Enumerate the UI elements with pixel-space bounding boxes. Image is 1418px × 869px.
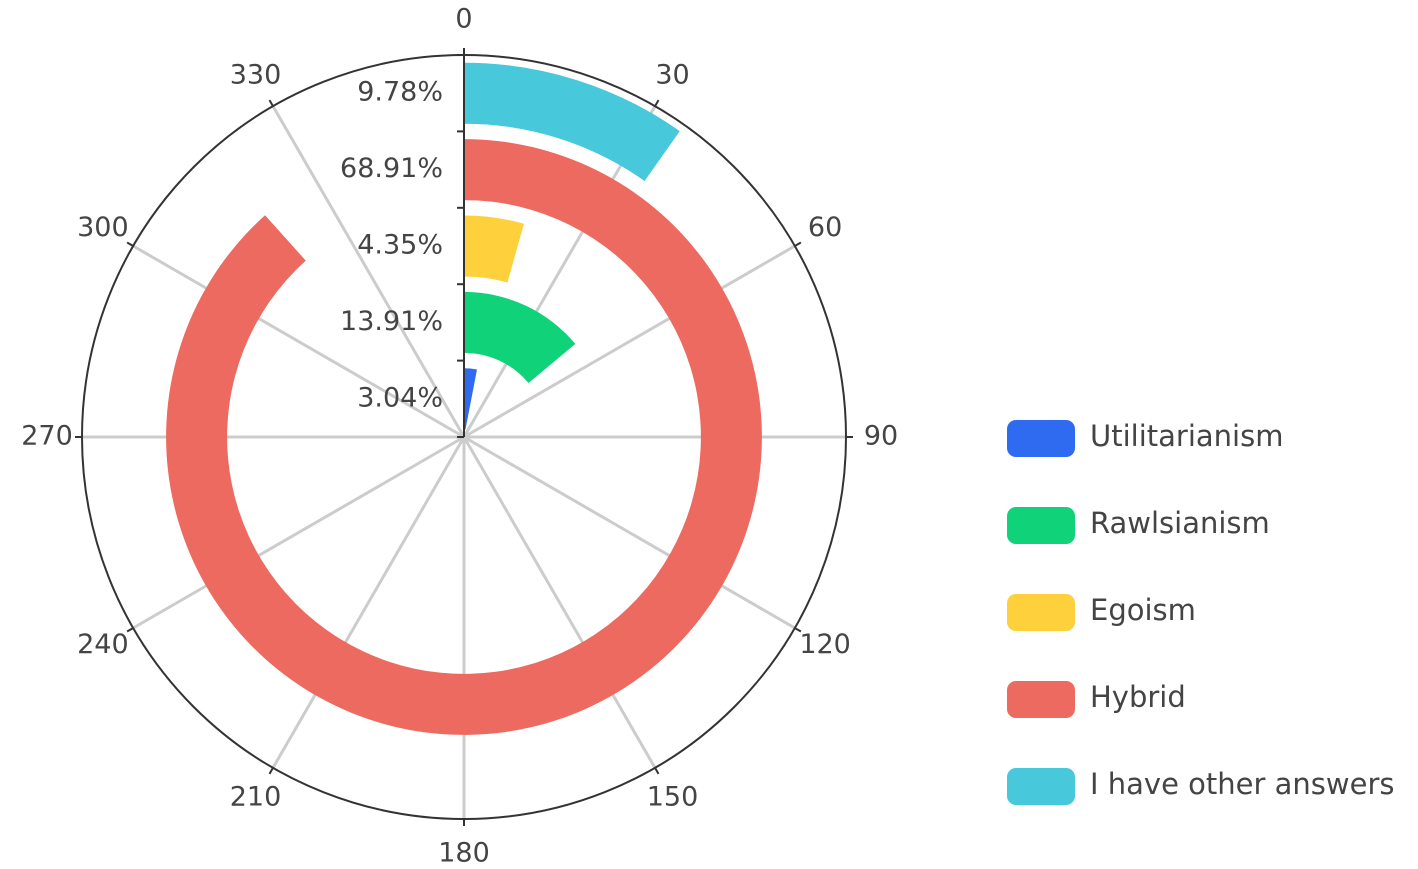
legend-swatch — [1007, 681, 1075, 718]
angle-tick-label-90: 90 — [864, 421, 898, 452]
radius-category-label: 3.04% — [357, 382, 443, 413]
angle-tick-label-270: 270 — [21, 421, 73, 452]
legend-item-utilitarianism[interactable]: Utilitarianism — [1007, 419, 1283, 457]
radius-category-label: 9.78% — [357, 77, 443, 108]
legend-label: Egoism — [1090, 593, 1196, 627]
radius-category-label: 4.35% — [357, 230, 443, 261]
angle-tick-mark-210 — [268, 767, 274, 775]
radius-category-label: 68.91% — [340, 153, 443, 184]
legend-label: Rawlsianism — [1090, 506, 1270, 540]
legend-item-i-have-other-answers[interactable]: I have other answers — [1007, 767, 1394, 805]
angle-tick-label-210: 210 — [230, 782, 282, 813]
bar-utilitarianism[interactable] — [464, 368, 477, 430]
angle-gridlines — [82, 105, 846, 819]
legend-swatch — [1007, 768, 1075, 805]
legend-swatch — [1007, 594, 1075, 631]
legend[interactable]: Utilitarianism Rawlsianism Egoism Hybrid I h… — [1007, 419, 1394, 805]
legend-item-hybrid[interactable]: Hybrid — [1007, 680, 1186, 718]
legend-label: Hybrid — [1090, 680, 1186, 714]
bar-rawlsianism[interactable] — [464, 291, 576, 384]
angle-tick-mark-150 — [654, 767, 660, 775]
angle-tick-mark-60 — [794, 241, 802, 247]
angle-gridline-120 — [463, 435, 796, 630]
angle-tick-mark-30 — [654, 99, 660, 107]
bar-group — [166, 62, 762, 735]
angle-tick-label-60: 60 — [808, 212, 842, 243]
legend-label: Utilitarianism — [1090, 419, 1283, 453]
angle-tick-label-180: 180 — [438, 838, 490, 869]
angle-tick-mark-300 — [126, 241, 134, 247]
angle-tick-label-150: 150 — [647, 782, 699, 813]
legend-label: I have other answers — [1090, 767, 1394, 801]
angle-tick-label-120: 120 — [799, 629, 851, 660]
angle-gridline-150 — [462, 436, 657, 769]
angle-tick-mark-120 — [794, 627, 802, 633]
radius-category-label: 13.91% — [340, 306, 443, 337]
angle-gridline-330 — [271, 105, 466, 438]
angle-tick-label-300: 300 — [77, 212, 129, 243]
angle-tick-label-330: 330 — [230, 59, 282, 90]
angle-tick-group: 0 30 60 90 120 150 180 210 240 270 300 330 — [21, 4, 898, 869]
angle-gridline-240 — [132, 435, 465, 630]
legend-swatch — [1007, 507, 1075, 544]
angle-tick-mark-330 — [268, 99, 274, 107]
angle-gridline-210 — [271, 436, 466, 769]
angle-gridline-60 — [463, 244, 796, 439]
angle-tick-label-240: 240 — [77, 629, 129, 660]
legend-swatch — [1007, 420, 1075, 457]
bar-egoism[interactable] — [464, 215, 524, 283]
angle-gridline-300 — [132, 244, 465, 439]
angle-tick-label-0: 0 — [455, 4, 472, 35]
radius-axis: 3.04% 13.91% 4.35% 68.91% 9.78% — [340, 54, 465, 438]
legend-item-rawlsianism[interactable]: Rawlsianism — [1007, 506, 1270, 544]
bar-i-have-other-answers[interactable] — [464, 62, 680, 181]
angle-tick-mark-240 — [126, 627, 134, 633]
angle-tick-label-30: 30 — [655, 59, 689, 90]
legend-item-egoism[interactable]: Egoism — [1007, 593, 1196, 631]
